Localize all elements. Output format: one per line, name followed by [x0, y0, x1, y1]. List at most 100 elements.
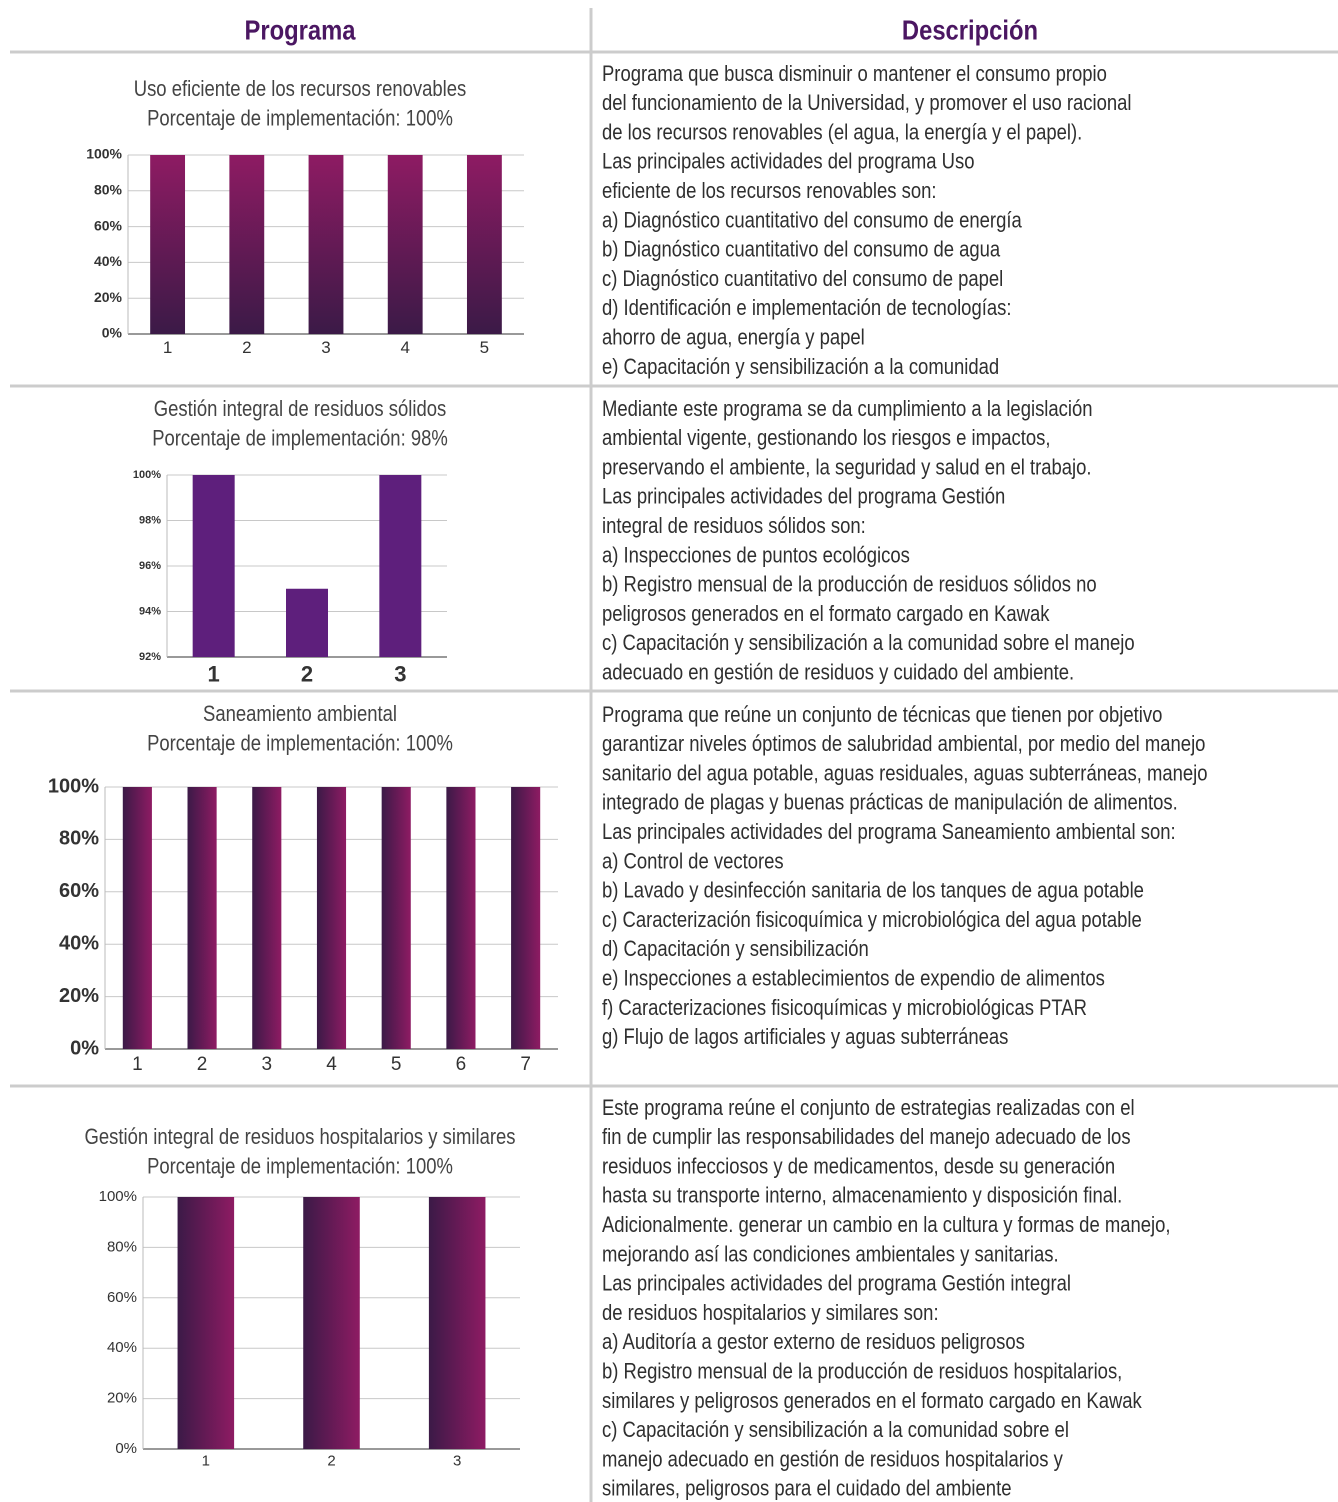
- description-line: Las principales actividades del programa…: [602, 821, 1176, 845]
- bar: [229, 155, 265, 334]
- description-line: Programa que busca disminuir o mantener …: [602, 62, 1107, 86]
- y-tick-label: 20%: [107, 1390, 137, 1407]
- y-tick-label: 60%: [94, 217, 123, 233]
- x-tick-label: 3: [394, 662, 406, 687]
- description-line: b) Registro mensual de la producción de …: [602, 1360, 1122, 1384]
- bar: [316, 787, 347, 1049]
- bar: [150, 155, 186, 334]
- y-tick-label: 80%: [107, 1238, 137, 1255]
- description-line: a) Inspecciones de puntos ecológicos: [602, 544, 910, 568]
- bar: [187, 787, 217, 1049]
- x-tick-label: 2: [301, 662, 313, 687]
- x-tick-label: 3: [321, 338, 330, 357]
- bar: [511, 787, 541, 1049]
- bar: [252, 787, 282, 1049]
- x-tick-label: 4: [326, 1054, 337, 1075]
- program-title: Saneamiento ambiental: [203, 702, 397, 726]
- program-subtitle: Porcentaje de implementación: 98%: [152, 427, 448, 451]
- program-title: Uso eficiente de los recursos renovables: [134, 77, 467, 101]
- bar: [446, 787, 476, 1049]
- bar: [308, 155, 344, 334]
- y-tick-label: 0%: [115, 1440, 137, 1457]
- bar: [381, 787, 411, 1049]
- description-line: e) Inspecciones a establecimientos de ex…: [602, 967, 1105, 991]
- x-tick-label: 3: [261, 1054, 272, 1075]
- y-tick-label: 94%: [139, 605, 161, 617]
- x-tick-label: 2: [327, 1453, 335, 1470]
- description-line: de los recursos renovables (el agua, la …: [602, 121, 1082, 145]
- y-tick-label: 40%: [94, 253, 123, 269]
- description-line: Programa que reúne un conjunto de técnic…: [602, 703, 1162, 727]
- x-tick-label: 5: [480, 338, 489, 357]
- y-tick-label: 98%: [139, 514, 161, 526]
- y-tick-label: 40%: [59, 932, 99, 954]
- description-line: g) Flujo de lagos artificiales y aguas s…: [602, 1026, 1008, 1050]
- bar: [192, 475, 235, 657]
- y-tick-label: 100%: [133, 469, 161, 481]
- description-line: c) Capacitación y sensibilización a la c…: [602, 632, 1135, 656]
- bar: [177, 1197, 235, 1449]
- description-line: Las principales actividades del programa…: [602, 1272, 1071, 1296]
- y-tick-label: 40%: [107, 1339, 137, 1356]
- x-tick-label: 4: [400, 338, 409, 357]
- x-tick-label: 2: [197, 1054, 208, 1075]
- description-line: b) Lavado y desinfección sanitaria de lo…: [602, 879, 1144, 903]
- description-line: a) Control de vectores: [602, 850, 784, 874]
- y-tick-label: 96%: [139, 560, 161, 572]
- description-line: integral de residuos sólidos son:: [602, 515, 866, 539]
- y-tick-label: 0%: [70, 1037, 99, 1059]
- description-line: manejo adecuado en gestión de residuos h…: [602, 1448, 1064, 1472]
- y-tick-label: 80%: [59, 828, 99, 850]
- program-subtitle: Porcentaje de implementación: 100%: [147, 732, 453, 756]
- program-title: Gestión integral de residuos sólidos: [154, 397, 446, 421]
- bar: [428, 1197, 486, 1449]
- description-line: similares, peligrosos para el cuidado de…: [602, 1477, 1011, 1501]
- y-tick-label: 100%: [86, 146, 122, 162]
- bar: [303, 1197, 360, 1449]
- x-tick-label: 1: [208, 662, 220, 687]
- description-line: c) Diagnóstico cuantitativo del consumo …: [602, 267, 1003, 291]
- program-subtitle: Porcentaje de implementación: 100%: [147, 1155, 453, 1179]
- description-line: c) Capacitación y sensibilización a la c…: [602, 1419, 1069, 1443]
- y-tick-label: 80%: [94, 182, 123, 198]
- y-tick-label: 20%: [59, 985, 99, 1007]
- x-tick-label: 1: [163, 338, 172, 357]
- x-tick-label: 2: [242, 338, 251, 357]
- bar: [286, 588, 328, 657]
- description-line: b) Diagnóstico cuantitativo del consumo …: [602, 238, 1001, 262]
- description-line: Las principales actividades del programa…: [602, 150, 975, 174]
- bar: [387, 155, 423, 334]
- bar: [466, 155, 502, 334]
- x-tick-label: 3: [453, 1453, 461, 1470]
- description-line: de residuos hospitalarios y similares so…: [602, 1301, 939, 1325]
- description-line: b) Registro mensual de la producción de …: [602, 573, 1097, 597]
- description-line: similares y peligrosos generados en el f…: [602, 1389, 1143, 1413]
- description-line: d) Identificación e implementación de te…: [602, 297, 1011, 321]
- description-line: residuos infecciosos y de medicamentos, …: [602, 1155, 1115, 1179]
- program-subtitle: Porcentaje de implementación: 100%: [147, 107, 453, 131]
- description-line: del funcionamiento de la Universidad, y …: [602, 92, 1132, 116]
- description-line: garantizar niveles óptimos de salubridad…: [602, 733, 1205, 757]
- y-tick-label: 100%: [99, 1188, 137, 1205]
- x-tick-label: 1: [132, 1054, 143, 1075]
- description-line: eficiente de los recursos renovables son…: [602, 180, 937, 204]
- x-tick-label: 1: [202, 1453, 210, 1470]
- description-line: c) Caracterización fisicoquímica y micro…: [602, 908, 1142, 932]
- description-line: a) Auditoría a gestor externo de residuo…: [602, 1331, 1025, 1355]
- description-line: preservando el ambiente, la seguridad y …: [602, 456, 1092, 480]
- description-line: peligrosos generados en el formato carga…: [602, 602, 1050, 626]
- program-title: Gestión integral de residuos hospitalari…: [85, 1125, 516, 1149]
- description-line: Este programa reúne el conjunto de estra…: [602, 1096, 1135, 1120]
- column-header: Descripción: [902, 14, 1038, 46]
- description-line: integrado de plagas y buenas prácticas d…: [602, 791, 1178, 815]
- description-line: ambiental vigente, gestionando los riesg…: [602, 427, 1050, 451]
- bar: [122, 787, 152, 1049]
- y-tick-label: 60%: [59, 880, 99, 902]
- description-line: adecuado en gestión de residuos y cuidad…: [602, 661, 1074, 685]
- x-tick-label: 6: [456, 1054, 467, 1075]
- description-line: fin de cumplir las responsabilidades del…: [602, 1126, 1131, 1150]
- column-header: Programa: [244, 14, 356, 46]
- description-line: e) Capacitación y sensibilización a la c…: [602, 355, 999, 379]
- description-line: Las principales actividades del programa…: [602, 485, 1005, 509]
- description-line: sanitario del agua potable, aguas residu…: [602, 762, 1208, 786]
